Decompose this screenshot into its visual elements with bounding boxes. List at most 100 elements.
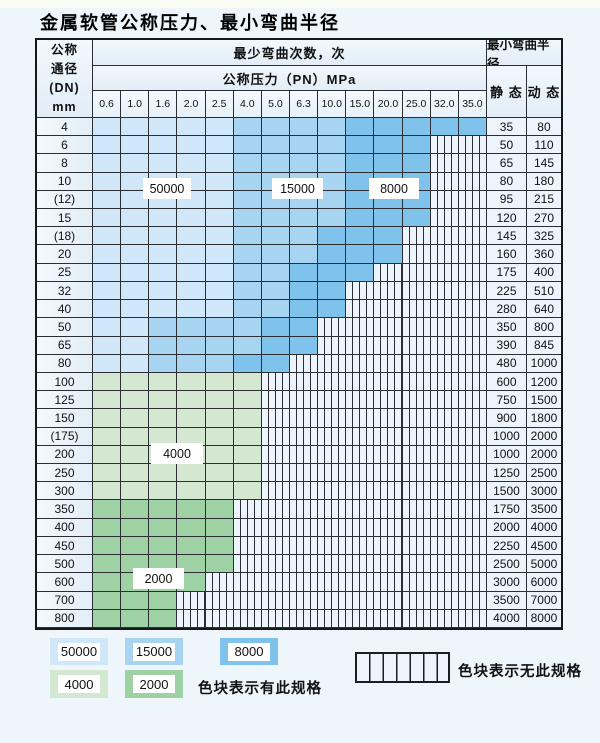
hatch-cell	[261, 573, 290, 592]
band-cell	[93, 609, 122, 628]
hatch-cell	[374, 409, 403, 428]
band-cell	[177, 209, 206, 228]
dn-value: 125	[37, 391, 93, 410]
band-cell	[261, 245, 290, 264]
dn-value: 65	[37, 336, 93, 355]
hatch-cell	[430, 227, 459, 246]
band-cell	[430, 118, 459, 137]
hatch-cell	[261, 464, 290, 483]
band-cell	[93, 209, 122, 228]
band-cell	[289, 336, 319, 355]
hatch-cell	[346, 445, 375, 465]
band-cell	[289, 227, 319, 246]
band-cell	[93, 118, 122, 137]
static-radius-value: 750	[486, 391, 527, 410]
band-cell	[93, 409, 122, 428]
band-cell	[177, 482, 206, 501]
band-cell	[346, 190, 375, 210]
band-cell	[233, 372, 262, 392]
band-cell	[121, 318, 150, 337]
static-radius-value: 1000	[486, 427, 527, 446]
band-cell	[177, 354, 206, 373]
static-radius-value: 280	[486, 300, 527, 319]
hatch-cell	[205, 591, 234, 610]
band-cell	[177, 536, 206, 556]
hatch-cell	[402, 318, 431, 337]
band-cell	[233, 300, 262, 319]
band-cell	[205, 409, 234, 428]
static-radius-value: 480	[486, 354, 527, 373]
hatch-cell	[346, 427, 375, 446]
cycles-label-4000: 4000	[151, 443, 203, 464]
dn-value: 700	[37, 591, 93, 610]
dn-value: 350	[37, 500, 93, 519]
band-cell	[149, 482, 178, 501]
band-cell	[205, 464, 234, 483]
band-cell	[289, 118, 319, 137]
pressure-tick: 32.0	[430, 91, 459, 118]
legend-swatch-50000: 50000	[50, 638, 108, 665]
band-cell	[177, 500, 206, 519]
band-cell	[233, 336, 262, 355]
static-radius-value: 2000	[486, 518, 527, 537]
band-cell	[121, 190, 150, 210]
hatch-cell	[430, 427, 459, 446]
band-cell	[121, 300, 150, 319]
legend-swatch-4000: 4000	[50, 670, 108, 698]
hatch-cell	[233, 573, 262, 592]
hatch-cell	[430, 409, 459, 428]
band-cell	[121, 536, 150, 556]
hatch-cell	[177, 591, 206, 610]
band-cell	[93, 427, 122, 446]
band-cell	[205, 336, 234, 355]
hatch-cell	[458, 245, 487, 264]
band-cell	[233, 281, 262, 301]
band-cell	[149, 154, 178, 173]
hatch-cell	[318, 464, 347, 483]
legend-swatch-label: 8000	[228, 642, 270, 661]
hatch-cell	[318, 372, 347, 392]
band-cell	[289, 263, 319, 282]
pressure-tick: 1.6	[149, 91, 178, 118]
band-cell	[177, 281, 206, 301]
hatch-cell	[430, 555, 459, 574]
hatch-cell	[430, 591, 459, 610]
band-cell	[149, 354, 178, 373]
legend-swatch-8000: 8000	[220, 638, 278, 665]
cycles-label-50000: 50000	[143, 178, 191, 199]
hatch-cell	[233, 591, 262, 610]
hatch-cell	[402, 482, 431, 501]
band-cell	[289, 300, 319, 319]
hatch-cell	[458, 336, 487, 355]
hatch-cell	[458, 263, 487, 282]
band-cell	[205, 136, 234, 155]
band-cell	[289, 154, 319, 173]
dn-header-line: (DN)	[49, 80, 80, 95]
band-cell	[261, 336, 290, 355]
hatch-cell	[289, 354, 319, 373]
band-cell	[261, 354, 290, 373]
hatch-cell	[430, 318, 459, 337]
band-cell	[374, 227, 403, 246]
dynamic-radius-value: 80	[526, 118, 561, 137]
hatch-cell	[318, 609, 347, 628]
dynamic-radius-value: 800	[526, 318, 561, 337]
hatch-cell	[346, 591, 375, 610]
hatch-cell	[318, 555, 347, 574]
band-cell	[318, 172, 347, 191]
band-cell	[149, 536, 178, 556]
band-cell	[261, 227, 290, 246]
band-cell	[233, 136, 262, 155]
band-cell	[177, 245, 206, 264]
hatch-cell	[374, 518, 403, 537]
hatch-cell	[346, 464, 375, 483]
hatch-cell	[261, 372, 290, 392]
band-cell	[93, 263, 122, 282]
band-cell	[121, 227, 150, 246]
hatch-cell	[430, 263, 459, 282]
band-cell	[261, 154, 290, 173]
band-cell	[233, 427, 262, 446]
hatch-cell	[261, 555, 290, 574]
band-cell	[374, 118, 403, 137]
dn-value: 32	[37, 281, 93, 301]
